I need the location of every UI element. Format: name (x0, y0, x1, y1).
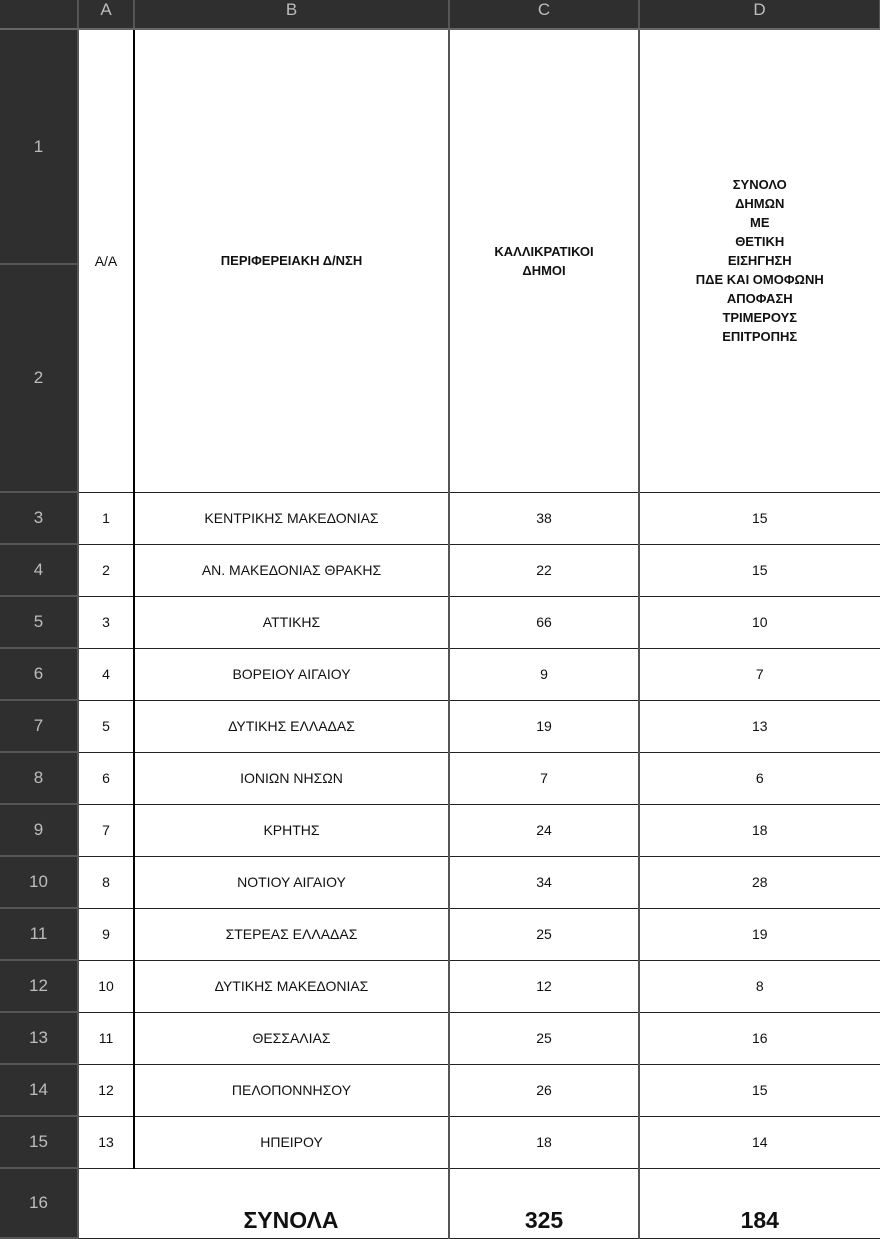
row-header[interactable]: 10 (0, 856, 79, 909)
cell-aa[interactable]: 4 (77, 647, 135, 701)
table-row: 10 8 ΝΟΤΙΟΥ ΑΙΓΑΙΟΥ 34 28 (0, 855, 880, 909)
header-aa[interactable]: Α/Α (77, 28, 135, 493)
cell-municipalities[interactable]: 7 (448, 751, 640, 805)
cell-positive[interactable]: 7 (638, 647, 880, 701)
table-row: 5 3 ΑΤΤΙΚΗΣ 66 10 (0, 595, 880, 649)
column-header-b[interactable]: B (134, 0, 450, 30)
cell-municipalities[interactable]: 25 (448, 907, 640, 961)
cell-municipalities[interactable]: 19 (448, 699, 640, 753)
cell-aa[interactable]: 12 (77, 1063, 135, 1117)
cell-municipalities[interactable]: 26 (448, 1063, 640, 1117)
cell-positive[interactable]: 14 (638, 1115, 880, 1169)
row-header[interactable]: 8 (0, 752, 79, 805)
cell-aa[interactable]: 5 (77, 699, 135, 753)
table-row: 6 4 ΒΟΡΕΙΟΥ ΑΙΓΑΙΟΥ 9 7 (0, 647, 880, 701)
cell-region[interactable]: ΗΠΕΙΡΟΥ (133, 1115, 450, 1169)
cell-region[interactable]: ΑΝ. ΜΑΚΕΔΟΝΙΑΣ ΘΡΑΚΗΣ (133, 543, 450, 597)
cell-positive[interactable]: 6 (638, 751, 880, 805)
row-header[interactable]: 9 (0, 804, 79, 857)
cell-region[interactable]: ΝΟΤΙΟΥ ΑΙΓΑΙΟΥ (133, 855, 450, 909)
cell-positive[interactable]: 19 (638, 907, 880, 961)
cell-aa[interactable]: 11 (77, 1011, 135, 1065)
cell-region[interactable]: ΚΡΗΤΗΣ (133, 803, 450, 857)
cell-positive[interactable]: 10 (638, 595, 880, 649)
cell-aa[interactable]: 9 (77, 907, 135, 961)
row-header[interactable]: 4 (0, 544, 79, 597)
row-header[interactable]: 2 (0, 264, 79, 493)
table-row: 8 6 ΙΟΝΙΩΝ ΝΗΣΩΝ 7 6 (0, 751, 880, 805)
cell-municipalities[interactable]: 66 (448, 595, 640, 649)
cell-positive[interactable]: 13 (638, 699, 880, 753)
row-header[interactable]: 12 (0, 960, 79, 1013)
cell-region[interactable]: ΘΕΣΣΑΛΙΑΣ (133, 1011, 450, 1065)
row-header[interactable]: 15 (0, 1116, 79, 1169)
cell-region[interactable]: ΔΥΤΙΚΗΣ ΕΛΛΑΔΑΣ (133, 699, 450, 753)
row-header[interactable]: 16 (0, 1168, 79, 1239)
cell-municipalities[interactable]: 25 (448, 1011, 640, 1065)
header-municipalities[interactable]: ΚΑΛΛΙΚΡΑΤΙΚΟΙ ΔΗΜΟΙ (448, 28, 640, 493)
cell-municipalities[interactable]: 12 (448, 959, 640, 1013)
header-region[interactable]: ΠΕΡΙΦΕΡΕΙΑΚΗ Δ/ΝΣΗ (133, 28, 450, 493)
cell-aa[interactable]: 6 (77, 751, 135, 805)
cell-positive[interactable]: 16 (638, 1011, 880, 1065)
totals-positive[interactable]: 184 (638, 1167, 880, 1239)
cell-municipalities[interactable]: 34 (448, 855, 640, 909)
cell-aa[interactable]: 10 (77, 959, 135, 1013)
header-positive[interactable]: ΣΥΝΟΛΟ ΔΗΜΩΝ ΜΕ ΘΕΤΙΚΗ ΕΙΣΗΓΗΣΗ ΠΔΕ ΚΑΙ … (638, 28, 880, 493)
cell-aa[interactable]: 1 (77, 491, 135, 545)
cell-aa[interactable]: 3 (77, 595, 135, 649)
row-header[interactable]: 11 (0, 908, 79, 961)
cell-positive[interactable]: 28 (638, 855, 880, 909)
row-header[interactable]: 7 (0, 700, 79, 753)
cell-region[interactable]: ΠΕΛΟΠΟΝΝΗΣΟΥ (133, 1063, 450, 1117)
row-header[interactable]: 3 (0, 492, 79, 545)
cell-positive[interactable]: 15 (638, 543, 880, 597)
cell-region[interactable]: ΒΟΡΕΙΟΥ ΑΙΓΑΙΟΥ (133, 647, 450, 701)
table-row: 14 12 ΠΕΛΟΠΟΝΝΗΣΟΥ 26 15 (0, 1063, 880, 1117)
cell-municipalities[interactable]: 38 (448, 491, 640, 545)
cell-aa[interactable]: 2 (77, 543, 135, 597)
table-row: 13 11 ΘΕΣΣΑΛΙΑΣ 25 16 (0, 1011, 880, 1065)
totals-row: 16 ΣΥΝΟΛΑ 325 184 (0, 1167, 880, 1239)
table-row: 7 5 ΔΥΤΙΚΗΣ ΕΛΛΑΔΑΣ 19 13 (0, 699, 880, 753)
cell-aa-empty[interactable] (77, 1167, 134, 1239)
select-all-corner[interactable] (0, 0, 79, 30)
table-row: 15 13 ΗΠΕΙΡΟΥ 18 14 (0, 1115, 880, 1169)
cell-region[interactable]: ΣΤΕΡΕΑΣ ΕΛΛΑΔΑΣ (133, 907, 450, 961)
row-header[interactable]: 6 (0, 648, 79, 701)
cell-region[interactable]: ΚΕΝΤΡΙΚΗΣ ΜΑΚΕΔΟΝΙΑΣ (133, 491, 450, 545)
row-header[interactable]: 14 (0, 1064, 79, 1117)
cell-region[interactable]: ΑΤΤΙΚΗΣ (133, 595, 450, 649)
cell-region[interactable]: ΔΥΤΙΚΗΣ ΜΑΚΕΔΟΝΙΑΣ (133, 959, 450, 1013)
column-header-a[interactable]: A (78, 0, 135, 30)
cell-positive[interactable]: 8 (638, 959, 880, 1013)
totals-municipalities[interactable]: 325 (448, 1167, 640, 1239)
cell-municipalities[interactable]: 9 (448, 647, 640, 701)
cell-region[interactable]: ΙΟΝΙΩΝ ΝΗΣΩΝ (133, 751, 450, 805)
cell-aa[interactable]: 13 (77, 1115, 135, 1169)
cell-aa[interactable]: 7 (77, 803, 135, 857)
cell-positive[interactable]: 15 (638, 1063, 880, 1117)
cell-aa[interactable]: 8 (77, 855, 135, 909)
cell-positive[interactable]: 18 (638, 803, 880, 857)
column-header-c[interactable]: C (449, 0, 640, 30)
cell-municipalities[interactable]: 18 (448, 1115, 640, 1169)
row-header[interactable]: 5 (0, 596, 79, 649)
table-row: 3 1 ΚΕΝΤΡΙΚΗΣ ΜΑΚΕΔΟΝΙΑΣ 38 15 (0, 491, 880, 545)
table-row: 12 10 ΔΥΤΙΚΗΣ ΜΑΚΕΔΟΝΙΑΣ 12 8 (0, 959, 880, 1013)
column-header-d[interactable]: D (639, 0, 880, 30)
row-header[interactable]: 13 (0, 1012, 79, 1065)
cell-municipalities[interactable]: 24 (448, 803, 640, 857)
totals-label[interactable]: ΣΥΝΟΛΑ (134, 1167, 450, 1239)
table-row: 4 2 ΑΝ. ΜΑΚΕΔΟΝΙΑΣ ΘΡΑΚΗΣ 22 15 (0, 543, 880, 597)
table-row: 9 7 ΚΡΗΤΗΣ 24 18 (0, 803, 880, 857)
row-header[interactable]: 1 (0, 29, 79, 265)
table-row: 11 9 ΣΤΕΡΕΑΣ ΕΛΛΑΔΑΣ 25 19 (0, 907, 880, 961)
cell-positive[interactable]: 15 (638, 491, 880, 545)
cell-municipalities[interactable]: 22 (448, 543, 640, 597)
